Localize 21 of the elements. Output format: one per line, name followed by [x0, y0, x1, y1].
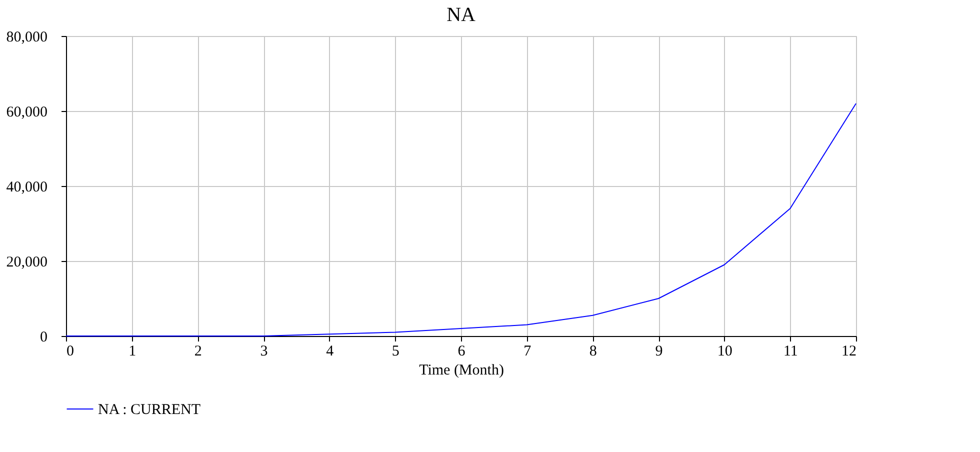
x-tick-label: 3 — [260, 344, 268, 360]
x-tick-label: 1 — [128, 344, 136, 360]
y-tick-label: 80,000 — [6, 30, 48, 46]
legend-label: NA : CURRENT — [98, 402, 201, 418]
x-axis-title: Time (Month) — [419, 362, 504, 378]
x-tick-label: 11 — [783, 344, 798, 360]
y-tick-label: 60,000 — [6, 104, 48, 120]
y-tick-label: 20,000 — [6, 254, 48, 270]
y-tick-label: 40,000 — [6, 180, 48, 196]
chart-title: NA — [446, 4, 476, 26]
x-tick-label: 4 — [326, 344, 334, 360]
x-tick-label: 7 — [524, 344, 532, 360]
x-tick-label: 5 — [392, 344, 400, 360]
y-tick-label: 0 — [40, 330, 48, 346]
x-tick-label: 9 — [655, 344, 663, 360]
x-tick-label: 2 — [194, 344, 202, 360]
x-tick-label: 10 — [717, 344, 732, 360]
x-tick-label: 8 — [589, 344, 597, 360]
x-tick-label: 0 — [66, 344, 74, 360]
x-tick-label: 12 — [842, 344, 856, 360]
x-tick-label: 6 — [458, 344, 466, 360]
